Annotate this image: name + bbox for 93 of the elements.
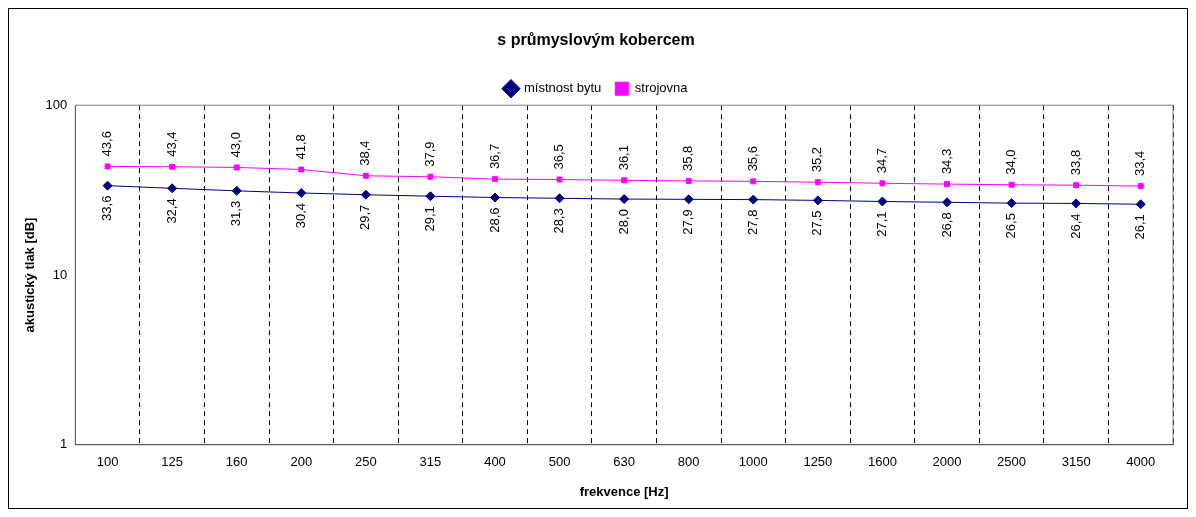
x-tick-label: 500 (548, 454, 571, 470)
x-tick-label: 160 (225, 454, 248, 470)
x-tick-label: 2000 (932, 454, 962, 470)
data-label: 37,9 (422, 141, 438, 167)
data-label: 26,5 (1003, 213, 1019, 239)
data-label: 38,4 (357, 140, 373, 166)
x-tick-label: 200 (290, 454, 313, 470)
data-label: 27,8 (744, 209, 760, 235)
x-tick-label: 800 (677, 454, 700, 470)
point (1137, 183, 1144, 190)
x-tick-label: 315 (419, 454, 442, 470)
x-tick-label: 1250 (803, 454, 833, 470)
point (104, 163, 111, 170)
data-label: 36,5 (551, 144, 567, 170)
y-tick-label: 1 (60, 436, 68, 452)
x-tick-label: 2500 (997, 454, 1027, 470)
point (944, 181, 950, 188)
x-tick-label: 400 (484, 454, 506, 470)
point (554, 193, 565, 204)
data-label: 33,8 (1067, 149, 1083, 176)
x-tick-label: 3150 (1061, 454, 1091, 470)
point (685, 177, 692, 184)
y-tick-label: 100 (45, 96, 68, 112)
data-label: 29,7 (357, 204, 373, 231)
point (427, 173, 434, 180)
x-axis-title: frekvence [Hz] (579, 483, 669, 499)
point (619, 194, 630, 205)
point (877, 196, 888, 207)
point (879, 180, 886, 187)
x-tick-label: 125 (161, 454, 183, 470)
data-label: 43,6 (99, 131, 115, 157)
point (1071, 198, 1082, 209)
point (1073, 182, 1080, 189)
x-tick-label: 630 (613, 454, 635, 470)
data-label: 29,1 (422, 206, 438, 232)
point (296, 188, 307, 199)
point (814, 179, 821, 186)
point (298, 166, 305, 173)
y-axis-title: akustický tlak [dB] (22, 217, 38, 333)
point (233, 164, 240, 171)
point (1008, 181, 1015, 188)
data-label: 27,5 (809, 210, 825, 236)
point (621, 177, 628, 184)
data-label: 36,7 (486, 143, 502, 170)
point (748, 194, 759, 205)
point (425, 191, 436, 202)
x-tick-label: 250 (355, 454, 377, 470)
point (683, 194, 694, 205)
data-label: 28,3 (551, 208, 567, 234)
chart-title: s průmyslovým kobercem (497, 31, 695, 49)
data-label: 34,7 (874, 147, 890, 174)
point (167, 183, 178, 194)
data-label: 26,1 (1132, 214, 1148, 240)
data-label: 43,4 (163, 131, 179, 157)
point (556, 176, 563, 183)
data-label: 28,6 (486, 207, 502, 233)
data-label: 43,0 (228, 132, 244, 158)
x-tick-label: 4000 (1126, 454, 1156, 470)
data-label: 34,3 (938, 148, 954, 175)
legend-label: strojovna (634, 80, 689, 96)
data-label: 33,6 (99, 195, 115, 221)
data-label: 30,4 (292, 203, 308, 229)
data-label: 27,9 (680, 209, 696, 235)
point (942, 197, 952, 208)
point (231, 185, 242, 196)
point (169, 163, 176, 170)
data-label: 31,3 (228, 200, 244, 227)
point (490, 192, 500, 203)
x-tick-label: 100 (96, 454, 119, 470)
data-label: 33,4 (1132, 150, 1148, 177)
data-label: 41,8 (292, 134, 308, 160)
point (492, 176, 498, 183)
point (362, 172, 369, 179)
legend-label: místnost bytu (523, 80, 602, 96)
data-label: 27,1 (874, 211, 890, 237)
data-label: 36,1 (615, 145, 631, 171)
point (1135, 199, 1146, 210)
point (812, 195, 823, 206)
data-label: 32,4 (163, 198, 179, 224)
data-label: 35,8 (680, 145, 696, 171)
y-tick-label: 10 (52, 266, 68, 282)
point (360, 189, 371, 200)
x-tick-label: 1600 (867, 454, 897, 470)
point (102, 180, 113, 191)
data-label: 35,2 (809, 146, 825, 173)
data-label: 28,0 (615, 209, 631, 235)
point (1006, 198, 1017, 209)
data-label: 26,4 (1067, 213, 1083, 239)
x-tick-label: 1000 (738, 454, 768, 470)
point (750, 178, 757, 185)
data-label: 35,6 (744, 146, 760, 172)
data-label: 26,8 (938, 212, 954, 238)
data-label: 34,0 (1003, 149, 1019, 175)
